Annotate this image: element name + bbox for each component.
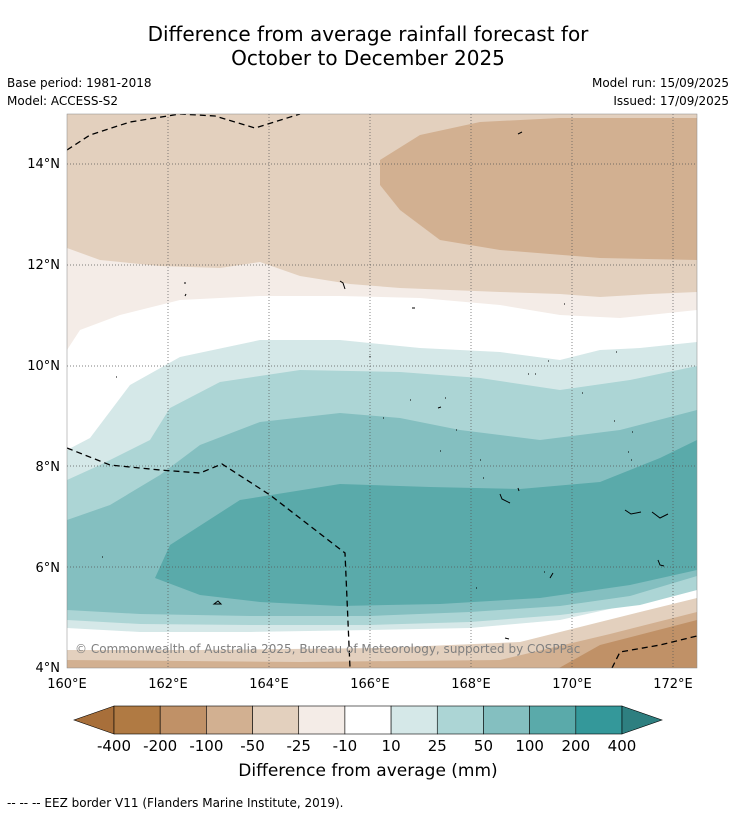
longitude-labels: 160°E 162°E 164°E 166°E 168°E 170°E 172°… (47, 677, 693, 692)
model-name: Model: ACCESS-S2 (7, 94, 119, 108)
colorbar-label: 25 (428, 737, 447, 755)
colorbar-swatch (483, 705, 530, 735)
colorbar-label: -25 (286, 737, 311, 755)
map-fill-bands (67, 114, 697, 668)
band-dry-core (380, 118, 697, 260)
meta-right: Model run: 15/09/2025 Issued: 17/09/2025 (592, 74, 729, 110)
lat-label: 8°N (36, 460, 61, 475)
colorbar-label: 400 (608, 737, 637, 755)
lat-label: 6°N (36, 561, 61, 576)
lat-label: 14°N (27, 157, 60, 172)
island-markers (102, 131, 669, 640)
lon-label: 160°E (47, 677, 87, 692)
band-south-1 (67, 598, 697, 668)
lon-label: 166°E (350, 677, 390, 692)
eez-footnote: -- -- -- EEZ border V11 (Flanders Marine… (7, 796, 344, 810)
title-line-2: October to December 2025 (231, 46, 505, 70)
lon-label: 162°E (148, 677, 188, 692)
colorbar-arrow-low (73, 705, 115, 735)
copyright-text: © Commonwealth of Australia 2025, Bureau… (75, 642, 580, 656)
title-line-1: Difference from average rainfall forecas… (147, 22, 589, 46)
lon-label: 172°E (653, 677, 693, 692)
lon-label: 164°E (249, 677, 289, 692)
colorbar-swatch (206, 705, 253, 735)
colorbar-label: -10 (333, 737, 358, 755)
lat-label: 10°N (27, 359, 60, 374)
model-run: Model run: 15/09/2025 (591, 76, 729, 90)
lat-label: 4°N (36, 661, 61, 676)
map-title: Difference from average rainfall forecas… (0, 22, 736, 70)
colorbar-label: 200 (561, 737, 590, 755)
latitude-labels: 14°N 12°N 10°N 8°N 6°N 4°N (27, 157, 60, 676)
lat-label: 12°N (27, 258, 60, 273)
colorbar-label: -50 (240, 737, 265, 755)
colorbar: -400 -200 -100 -50 -25 -10 10 25 50 100 200 400 (73, 705, 663, 755)
map-frame (66, 113, 698, 669)
colorbar-title: Difference from average (mm) (238, 761, 498, 781)
colorbar-label: -200 (143, 737, 177, 755)
issued-date: Issued: 17/09/2025 (613, 94, 729, 108)
colorbar-label: 10 (382, 737, 401, 755)
eez-border (67, 114, 697, 668)
colorbar-swatch (436, 705, 484, 735)
band-south-3 (559, 620, 697, 668)
colorbar-swatch (575, 705, 623, 735)
colorbar-swatch (344, 705, 392, 735)
band-wet-4 (155, 440, 697, 606)
colorbar-label: -400 (97, 737, 131, 755)
base-period: Base period: 1981-2018 (7, 76, 152, 90)
colorbar-label: 50 (474, 737, 493, 755)
colorbar-label: -100 (189, 737, 223, 755)
meta-left: Base period: 1981-2018 Model: ACCESS-S2 (7, 74, 152, 110)
colorbar-swatch (298, 705, 346, 735)
colorbar-arrow-high (621, 705, 663, 735)
colorbar-swatch (252, 705, 300, 735)
colorbar-swatch (390, 705, 438, 735)
colorbar-swatch (113, 705, 161, 735)
map-gridlines (67, 114, 697, 668)
colorbar-label: 100 (515, 737, 544, 755)
lon-label: 168°E (451, 677, 491, 692)
lon-label: 170°E (552, 677, 592, 692)
band-south-2 (67, 612, 697, 668)
colorbar-swatch (529, 705, 577, 735)
colorbar-swatch (159, 705, 207, 735)
